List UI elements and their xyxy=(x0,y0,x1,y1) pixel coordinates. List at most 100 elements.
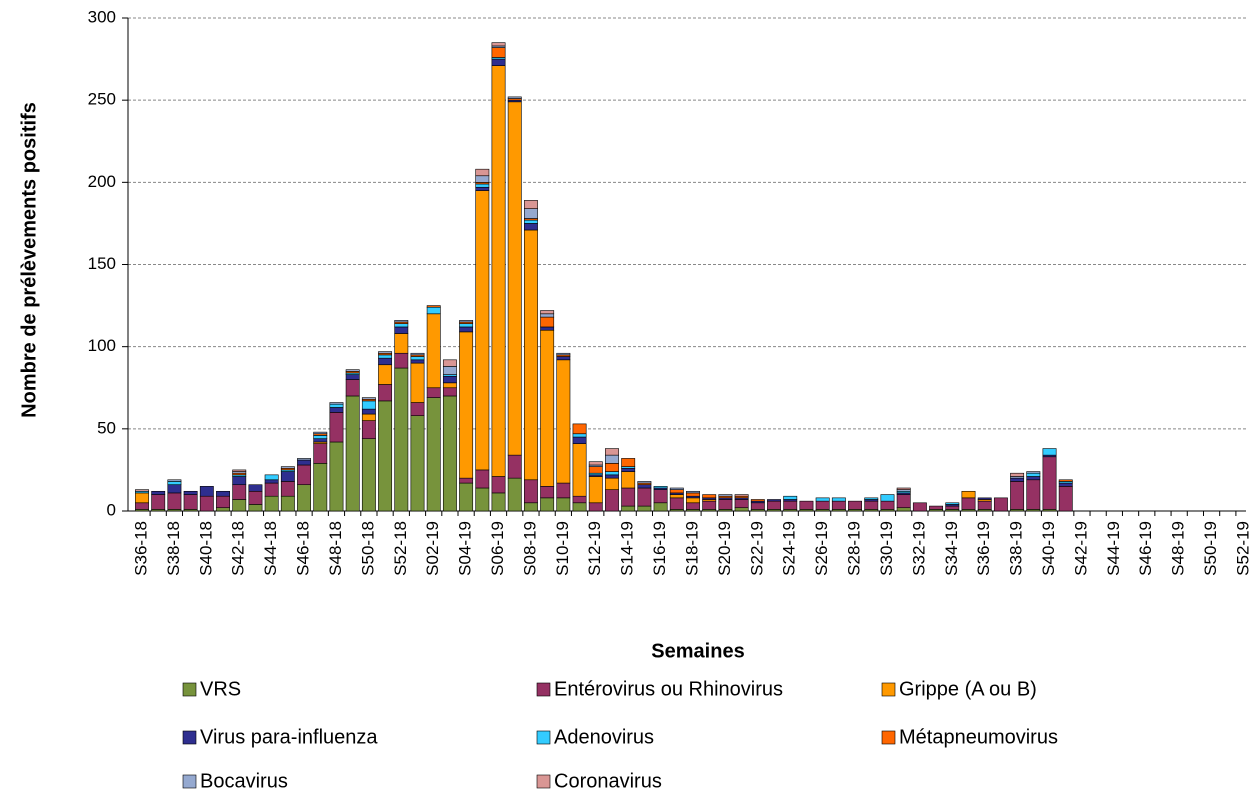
legend-swatch xyxy=(881,682,896,697)
bar-segment xyxy=(588,502,603,512)
bar-segment xyxy=(896,487,911,490)
bar-segment xyxy=(572,433,587,438)
bar-segment xyxy=(815,497,830,502)
x-tick-label: S48-19 xyxy=(1169,521,1188,576)
bar-segment xyxy=(540,329,555,487)
bar-segment xyxy=(750,499,765,502)
bar-segment xyxy=(572,423,587,435)
bar-segment xyxy=(297,464,312,486)
bar-segment xyxy=(653,486,668,489)
bar-segment xyxy=(507,101,522,456)
bar-segment xyxy=(1058,486,1073,512)
bar-segment xyxy=(961,490,976,499)
bar-segment xyxy=(167,479,182,482)
bar-segment xyxy=(475,168,490,177)
bar-segment xyxy=(702,494,717,499)
bar-segment xyxy=(945,502,960,505)
bar-segment xyxy=(556,482,571,499)
bar-segment xyxy=(442,359,457,367)
bar-segment xyxy=(410,415,425,512)
y-axis-title: Nombre de prélèvements positifs xyxy=(18,102,40,418)
bar-segment xyxy=(621,487,636,507)
legend-swatch xyxy=(881,730,896,745)
bar-segment xyxy=(475,175,490,183)
bar-segment xyxy=(961,497,976,510)
bar-segment xyxy=(313,431,328,435)
bar-segment xyxy=(507,454,522,479)
bar-segment xyxy=(1026,471,1041,474)
bar-segment xyxy=(669,497,684,510)
bar-segment xyxy=(329,407,344,413)
bar-segment xyxy=(280,481,295,497)
y-tick-label: 300 xyxy=(88,7,116,26)
bar-segment xyxy=(410,402,425,416)
legend-label: Bocavirus xyxy=(200,770,288,792)
bar-segment xyxy=(394,326,409,334)
bar-segment xyxy=(912,502,927,512)
bar-segment xyxy=(459,320,474,323)
bar-segment xyxy=(264,495,279,512)
legend-swatch xyxy=(182,774,197,789)
x-tick-label: S52-18 xyxy=(391,521,410,576)
bar-segment xyxy=(767,499,781,502)
x-tick-label: S44-18 xyxy=(261,521,280,576)
legend-label: Virus para-influenza xyxy=(200,726,378,748)
bar-segment xyxy=(459,482,474,512)
bar-segment xyxy=(459,326,474,333)
x-tick-label: S22-19 xyxy=(747,521,766,576)
bar-segment xyxy=(1026,479,1041,510)
x-tick-label: S14-19 xyxy=(618,521,637,576)
bar-segment xyxy=(248,490,263,505)
bar-segment xyxy=(507,96,522,99)
bar-segment xyxy=(329,402,344,405)
x-tick-label: S42-18 xyxy=(229,521,248,576)
bar-segment xyxy=(815,500,830,510)
y-tick-label: 250 xyxy=(88,90,116,109)
bar-segment xyxy=(426,305,441,308)
bar-segment xyxy=(248,484,263,492)
bar-segment xyxy=(783,495,798,500)
bar-segment xyxy=(280,495,295,512)
x-tick-label: S50-19 xyxy=(1201,521,1220,576)
x-tick-label: S38-18 xyxy=(164,521,183,576)
bar-segment xyxy=(1010,481,1025,510)
bar-segment xyxy=(831,497,846,502)
bar-segment xyxy=(653,489,668,504)
x-tick-label: S40-18 xyxy=(196,521,215,576)
bar-segment xyxy=(394,323,409,328)
bar-segment xyxy=(491,492,506,512)
x-tick-label: S42-19 xyxy=(1071,521,1090,576)
bar-segment xyxy=(216,490,230,497)
x-tick-label: S36-19 xyxy=(974,521,993,576)
bar-segment xyxy=(540,316,555,328)
bar-segment xyxy=(718,499,733,510)
bar-segment xyxy=(232,499,247,512)
bar-segment xyxy=(313,435,328,439)
bar-segment xyxy=(588,476,603,504)
bar-segment xyxy=(329,403,344,408)
bar-segment xyxy=(621,458,636,467)
bar-segment xyxy=(151,490,166,495)
bar-segment xyxy=(977,500,992,510)
bar-segment xyxy=(621,505,636,512)
bar-segment xyxy=(637,505,652,512)
bar-segment xyxy=(523,223,538,231)
bar-segment xyxy=(378,357,393,366)
y-tick-label: 200 xyxy=(88,172,116,191)
bar-segment xyxy=(605,454,619,464)
bar-segment xyxy=(394,320,409,323)
bar-segment xyxy=(361,438,376,512)
x-tick-label: S18-19 xyxy=(682,521,701,576)
bar-segment xyxy=(1010,477,1025,482)
bar-segment xyxy=(232,469,247,472)
bar-segment xyxy=(1026,476,1041,481)
bar-segment xyxy=(475,469,490,489)
x-tick-label: S08-19 xyxy=(520,521,539,576)
x-tick-label: S10-19 xyxy=(553,521,572,576)
bar-segment xyxy=(378,354,393,359)
bar-segment xyxy=(621,471,636,489)
bar-segment xyxy=(280,466,295,469)
bar-segment xyxy=(459,323,474,328)
bar-segment xyxy=(1042,448,1057,456)
bar-segment xyxy=(442,375,457,384)
